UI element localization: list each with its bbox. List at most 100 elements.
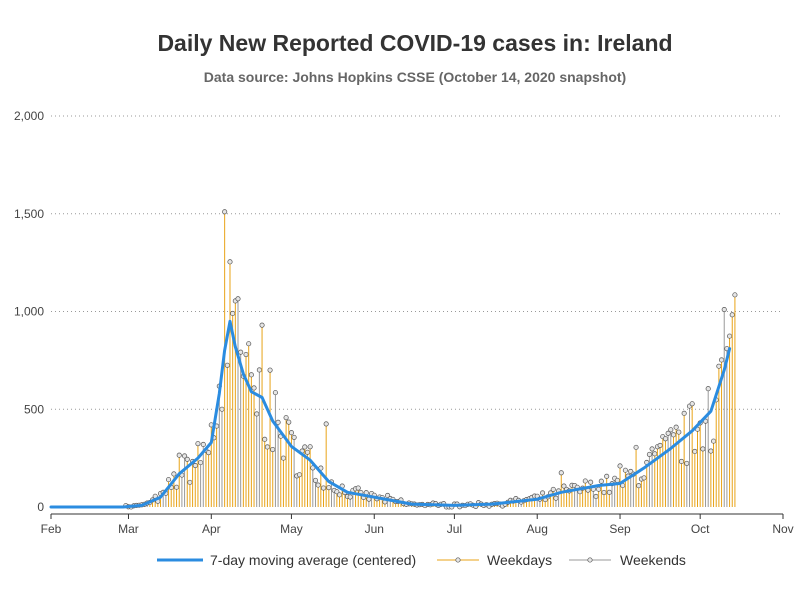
needle-marker [272, 390, 278, 396]
needle-marker [246, 341, 252, 347]
needle-marker [288, 430, 294, 436]
needle-marker [291, 434, 297, 440]
weekday-needle [227, 259, 233, 507]
needle-marker [315, 482, 321, 488]
weekend-needle [200, 441, 206, 507]
legend-marker-weekends [587, 557, 593, 563]
weekday-needle [641, 475, 647, 507]
needle-marker [652, 451, 658, 457]
weekend-needle [665, 430, 671, 507]
x-tick-label: Apr [202, 522, 221, 536]
needle-marker [657, 442, 663, 448]
weekday-needle [323, 421, 329, 507]
weekday-needle [694, 426, 701, 507]
needle-marker [636, 483, 642, 489]
weekend-needle [385, 492, 391, 507]
weekday-needle [248, 372, 254, 507]
needle-marker [192, 463, 198, 469]
needle-marker [598, 478, 604, 484]
needle-marker [198, 460, 204, 466]
needle-marker [561, 483, 567, 489]
weekend-needle [721, 306, 727, 507]
needle-marker [649, 446, 655, 452]
needle-marker [614, 477, 620, 483]
needle-marker [270, 446, 276, 453]
weekday-needle [585, 487, 591, 507]
weekday-needle [657, 442, 663, 507]
needle-marker [304, 449, 311, 455]
weekday-needle [577, 489, 583, 507]
axes: 0 500 1,000 1,500 2,000 Feb Mar Apr May Jun Jul Aug… [14, 109, 794, 536]
needle-marker [601, 489, 607, 496]
needle-marker [224, 362, 230, 368]
x-tick-label: Feb [41, 522, 62, 536]
weekday-needle [155, 498, 161, 507]
weekday-needle [636, 483, 642, 507]
weekday-needle [203, 447, 209, 507]
needle-marker [219, 406, 225, 412]
needle-marker [251, 385, 257, 391]
needle-marker [259, 322, 265, 328]
needle-marker [195, 441, 201, 447]
weekday-needle [168, 484, 174, 507]
weekday-needle [334, 489, 340, 507]
weekday-needle [264, 444, 270, 507]
needle-marker [593, 493, 599, 499]
weekday-needle [697, 420, 703, 507]
needle-marker [604, 473, 610, 479]
weekday-needle [678, 458, 685, 507]
needle-marker [174, 484, 180, 490]
needle-marker [732, 292, 738, 298]
weekday-needle [638, 476, 644, 507]
needle-marker [708, 448, 714, 454]
needle-marker [700, 446, 706, 452]
needle-marker [617, 463, 623, 469]
needle-marker [673, 424, 679, 430]
weekday-needle [561, 483, 567, 507]
weekend-needle [272, 390, 278, 507]
weekend-needle [182, 453, 188, 507]
needle-marker [326, 485, 332, 491]
weekday-needle [673, 424, 679, 507]
weekday-needle [681, 410, 687, 507]
legend-label-weekdays: Weekdays [487, 552, 552, 568]
weekday-needle [187, 479, 193, 507]
weekday-needle [700, 446, 706, 507]
needle-marker [227, 259, 233, 265]
weekday-needle [307, 444, 313, 507]
x-tick-label: Jun [365, 522, 384, 536]
weekend-needle [238, 349, 244, 507]
weekday-needle [540, 490, 546, 507]
needle-marker [347, 494, 353, 500]
needle-marker [540, 490, 546, 496]
weekday-needle [355, 485, 361, 507]
weekend-needle [593, 493, 599, 507]
needle-marker [385, 492, 391, 499]
weekend-needle [310, 465, 316, 507]
weekday-needle [240, 373, 246, 507]
weekend-needle [179, 472, 185, 507]
weekend-needle [684, 460, 690, 507]
chart-title: Daily New Reported COVID-19 cases in: Ir… [157, 30, 673, 56]
x-tick-label: Aug [527, 522, 548, 536]
weekday-needle [195, 441, 201, 507]
weekday-needle [165, 477, 172, 507]
weekday-needle [278, 433, 284, 507]
weekday-needle [246, 341, 252, 507]
needle-marker [264, 444, 270, 450]
weekend-needle [702, 418, 709, 507]
needle-marker [286, 419, 292, 425]
weekend-needle [294, 473, 300, 507]
weekday-needle [262, 436, 268, 507]
weekday-needle [633, 444, 639, 507]
weekend-needle [668, 427, 674, 507]
daily-needles [123, 209, 738, 510]
needle-marker [633, 444, 639, 450]
needle-marker [334, 489, 340, 495]
legend-marker-weekdays [455, 557, 461, 563]
needle-marker [336, 492, 343, 498]
needle-marker [312, 477, 319, 483]
moving-average-line [49, 319, 732, 509]
needle-marker [254, 411, 260, 417]
needle-marker [187, 479, 193, 485]
